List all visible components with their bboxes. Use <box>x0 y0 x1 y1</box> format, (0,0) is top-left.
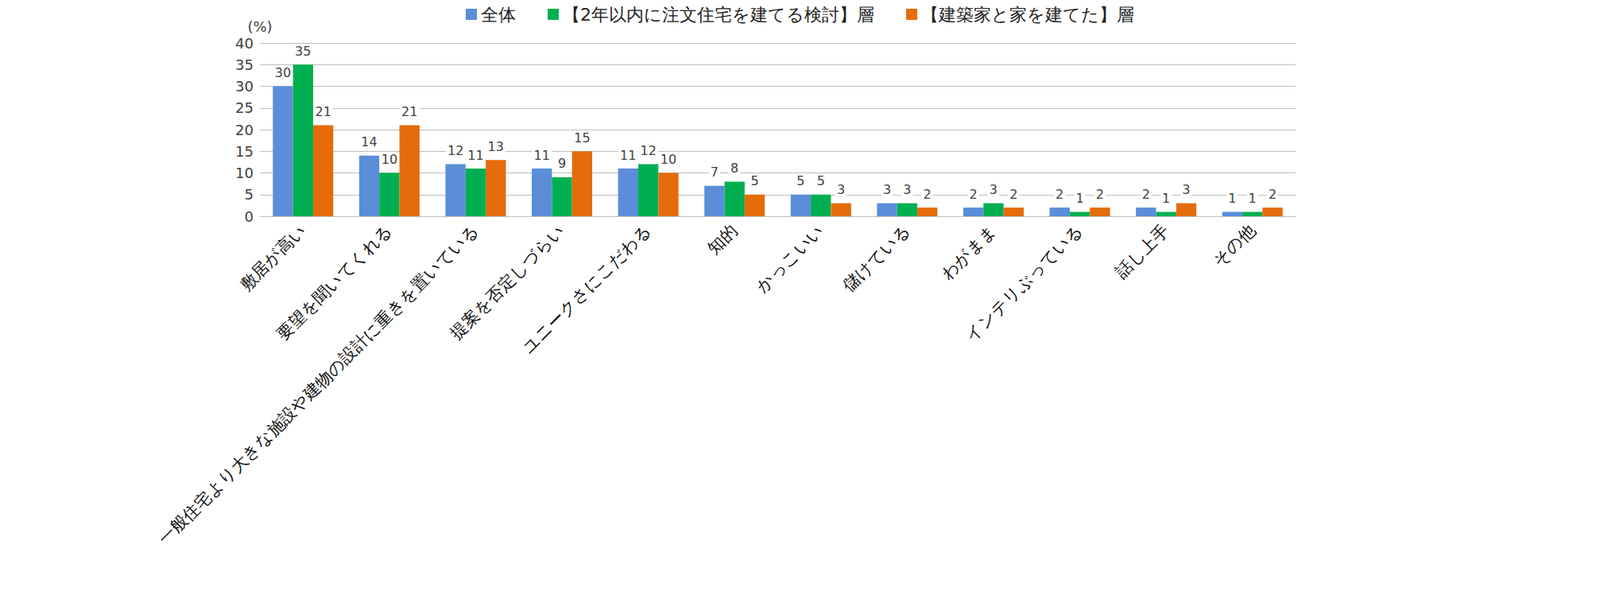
svg-text:【建築家と家を建てた】層: 【建築家と家を建てた】層 <box>921 4 1135 25</box>
svg-text:全体: 全体 <box>480 4 516 25</box>
svg-text:25: 25 <box>235 99 254 117</box>
svg-text:15: 15 <box>235 143 254 160</box>
svg-text:3: 3 <box>836 182 845 198</box>
svg-text:20: 20 <box>235 121 254 139</box>
svg-text:11: 11 <box>467 147 484 163</box>
svg-text:12: 12 <box>447 143 464 159</box>
svg-text:5: 5 <box>244 185 254 203</box>
svg-text:13: 13 <box>488 139 504 155</box>
svg-text:3: 3 <box>1181 182 1190 198</box>
svg-text:2: 2 <box>969 186 978 202</box>
svg-text:1: 1 <box>1228 190 1236 206</box>
svg-text:7: 7 <box>710 164 719 180</box>
svg-text:儲けている: 儲けている <box>839 220 915 296</box>
svg-text:8: 8 <box>730 160 739 176</box>
svg-text:30: 30 <box>275 65 291 81</box>
svg-text:3: 3 <box>883 182 892 198</box>
svg-text:10: 10 <box>381 151 398 167</box>
svg-text:1: 1 <box>1162 190 1170 206</box>
svg-text:11: 11 <box>534 147 551 163</box>
svg-text:一般住宅より大きな施設や建物の設計に重きを置いている: 一般住宅より大きな施設や建物の設計に重きを置いている <box>154 220 483 549</box>
svg-text:15: 15 <box>573 130 590 146</box>
svg-text:話し上手: 話し上手 <box>1111 220 1174 283</box>
svg-text:9: 9 <box>557 155 566 171</box>
svg-text:10: 10 <box>660 151 677 167</box>
svg-text:35: 35 <box>235 56 254 74</box>
svg-text:インテリぶっている: インテリぶっている <box>961 220 1087 346</box>
svg-text:3: 3 <box>989 182 998 198</box>
svg-text:2: 2 <box>1096 186 1105 202</box>
svg-text:21: 21 <box>314 104 331 120</box>
svg-text:3: 3 <box>902 182 911 198</box>
svg-text:2: 2 <box>923 186 932 202</box>
svg-text:14: 14 <box>360 134 377 150</box>
svg-text:35: 35 <box>294 43 311 59</box>
svg-text:1: 1 <box>1075 190 1084 206</box>
svg-text:10: 10 <box>235 164 254 182</box>
svg-text:1: 1 <box>1248 190 1257 206</box>
svg-text:【2年以内に注文住宅を建てる検討】層: 【2年以内に注文住宅を建てる検討】層 <box>562 4 875 25</box>
svg-text:敷居が高い: 敷居が高い <box>236 220 310 295</box>
svg-text:2: 2 <box>1142 186 1151 202</box>
svg-text:要望を聞いてくれる: 要望を聞いてくれる <box>273 220 397 344</box>
svg-text:40: 40 <box>235 34 254 52</box>
svg-text:5: 5 <box>750 173 759 189</box>
svg-text:2: 2 <box>1009 186 1018 202</box>
svg-text:(%): (%) <box>247 18 272 35</box>
svg-text:12: 12 <box>639 143 656 159</box>
svg-text:知的: 知的 <box>704 220 742 259</box>
svg-text:2: 2 <box>1055 186 1064 202</box>
svg-text:かっこいい: かっこいい <box>752 220 829 297</box>
svg-text:11: 11 <box>619 147 636 163</box>
svg-text:提案を否定しづらい: 提案を否定しづらい <box>446 220 569 344</box>
svg-text:21: 21 <box>401 104 418 120</box>
svg-text:0: 0 <box>244 208 254 225</box>
svg-text:その他: その他 <box>1208 220 1260 272</box>
svg-text:わがまま: わがまま <box>937 220 1000 284</box>
svg-text:5: 5 <box>817 173 826 189</box>
svg-text:30: 30 <box>235 77 254 95</box>
svg-text:2: 2 <box>1268 186 1277 202</box>
svg-text:5: 5 <box>796 173 805 189</box>
svg-text:ユニークさにこだわる: ユニークさにこだわる <box>518 220 655 358</box>
